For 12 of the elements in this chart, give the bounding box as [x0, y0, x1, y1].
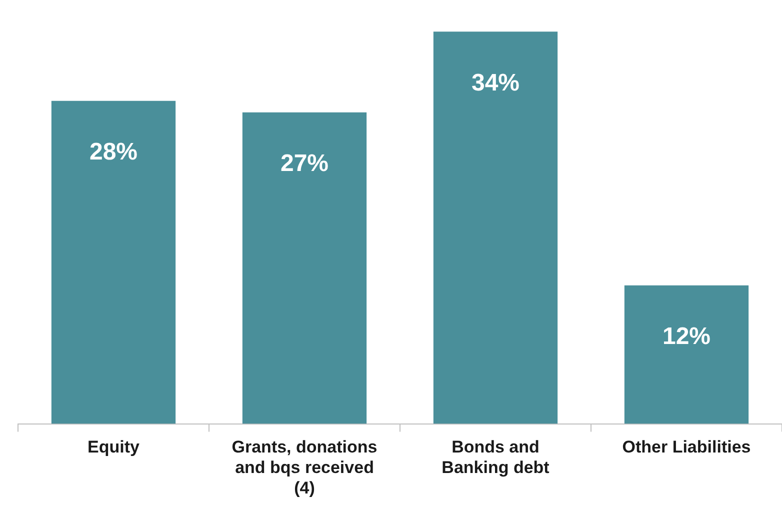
x-tick-label: Grants, donations and bqs received (4) [232, 438, 378, 498]
bar [624, 285, 749, 424]
x-tick-label: Other Liabilities [622, 438, 751, 457]
bar [51, 100, 176, 424]
data-label: 34% [471, 69, 520, 96]
x-tick-label: Equity [88, 438, 140, 457]
x-tick-label: Bonds and Banking debt [442, 438, 550, 478]
bar [433, 32, 558, 424]
data-label: 28% [89, 138, 138, 166]
data-label: 12% [662, 323, 711, 350]
bar [242, 112, 367, 424]
data-label: 27% [280, 150, 329, 178]
